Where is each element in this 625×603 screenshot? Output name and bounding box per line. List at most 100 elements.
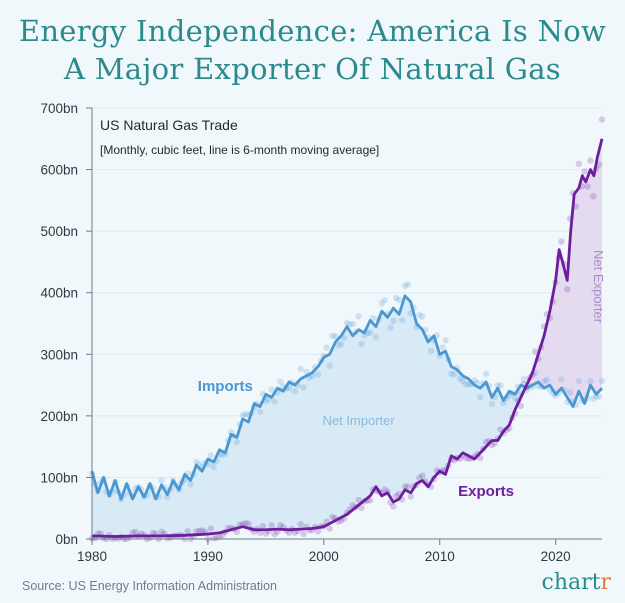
import-scatter-point bbox=[239, 412, 246, 419]
import-scatter-point bbox=[207, 451, 215, 459]
export-scatter-point bbox=[210, 535, 217, 542]
export-scatter-point bbox=[233, 528, 241, 536]
import-scatter-point bbox=[494, 382, 501, 389]
export-scatter-point bbox=[532, 348, 539, 355]
export-scatter-point bbox=[517, 402, 525, 410]
export-scatter-point bbox=[416, 474, 423, 481]
import-scatter-point bbox=[297, 365, 304, 372]
export-scatter-point bbox=[558, 238, 565, 245]
export-scatter-point bbox=[184, 528, 191, 535]
export-scatter-point bbox=[300, 530, 307, 538]
import-scatter-point bbox=[332, 332, 339, 340]
export-scatter-point bbox=[259, 522, 267, 530]
import-scatter-point bbox=[593, 393, 600, 400]
import-scatter-point bbox=[401, 282, 409, 290]
net-importer-label: Net Importer bbox=[322, 413, 395, 428]
exports-label: Exports bbox=[458, 483, 514, 500]
import-scatter-point bbox=[427, 347, 435, 355]
x-tick-label: 2010 bbox=[425, 549, 455, 564]
export-scatter-point bbox=[213, 534, 220, 542]
export-scatter-point bbox=[245, 520, 252, 527]
imports-line bbox=[90, 294, 604, 501]
import-scatter-point bbox=[291, 388, 299, 395]
import-scatter-point bbox=[346, 321, 354, 328]
export-scatter-point bbox=[575, 160, 583, 168]
import-scatter-point bbox=[338, 340, 345, 348]
export-scatter-point bbox=[329, 513, 336, 521]
chart-title: Energy Independence: America Is Now A Ma… bbox=[0, 12, 625, 88]
import-scatter-point bbox=[387, 324, 394, 331]
export-scatter-point bbox=[598, 116, 606, 123]
imports-label: Imports bbox=[198, 378, 253, 395]
y-tick-label: 0bn bbox=[55, 532, 78, 547]
import-scatter-point bbox=[497, 382, 504, 389]
import-scatter-point bbox=[372, 333, 380, 341]
x-tick-label: 1980 bbox=[77, 549, 107, 564]
import-scatter-point bbox=[595, 393, 603, 400]
export-scatter-point bbox=[401, 483, 409, 490]
import-scatter-point bbox=[566, 389, 574, 396]
export-scatter-point bbox=[277, 521, 284, 529]
export-scatter-point bbox=[358, 504, 365, 512]
net-importer-area bbox=[92, 295, 525, 537]
import-scatter-point bbox=[462, 381, 470, 388]
import-scatter-point bbox=[343, 319, 351, 326]
import-scatter-point bbox=[193, 458, 200, 466]
x-tick-label: 2020 bbox=[541, 549, 571, 564]
import-scatter-point bbox=[393, 294, 400, 302]
import-scatter-point bbox=[268, 386, 275, 393]
export-scatter-point bbox=[193, 528, 200, 535]
import-scatter-point bbox=[164, 493, 171, 501]
import-scatter-point bbox=[451, 370, 458, 378]
import-scatter-point bbox=[482, 370, 490, 377]
title-line-2: A Major Exporter Of Natural Gas bbox=[64, 52, 561, 86]
import-scatter-point bbox=[448, 370, 455, 377]
import-scatter-point bbox=[271, 398, 278, 405]
import-scatter-point bbox=[598, 377, 606, 385]
export-scatter-point bbox=[297, 520, 304, 528]
export-scatter-point bbox=[285, 529, 293, 536]
import-scatter-point bbox=[511, 394, 519, 402]
import-scatter-point bbox=[590, 395, 597, 402]
net-exporter-area bbox=[525, 138, 602, 407]
import-scatter-point bbox=[242, 410, 249, 418]
import-scatter-point bbox=[326, 362, 333, 369]
x-tick-label: 2000 bbox=[309, 549, 339, 564]
export-scatter-point bbox=[129, 529, 136, 536]
import-scatter-point bbox=[488, 400, 496, 408]
export-scatter-point bbox=[404, 483, 412, 490]
import-scatter-point bbox=[256, 408, 264, 415]
export-scatter-point bbox=[314, 528, 322, 535]
import-scatter-point bbox=[361, 332, 368, 339]
y-tick-label: 300bn bbox=[40, 347, 78, 362]
import-scatter-point bbox=[314, 371, 322, 378]
import-scatter-point bbox=[477, 393, 484, 401]
export-scatter-point bbox=[262, 530, 270, 537]
import-scatter-point bbox=[366, 329, 374, 336]
export-scatter-point bbox=[291, 529, 299, 536]
exports-line bbox=[91, 138, 604, 538]
import-scatter-point bbox=[404, 281, 412, 288]
import-scatter-point bbox=[390, 317, 397, 325]
import-scatter-point bbox=[349, 320, 356, 328]
export-scatter-point bbox=[242, 519, 249, 527]
import-scatter-point bbox=[378, 300, 385, 307]
net-exporter-label: Net Exporter bbox=[591, 250, 606, 324]
source-note: Source: US Energy Information Administra… bbox=[22, 579, 277, 593]
y-tick-label: 100bn bbox=[40, 470, 78, 485]
import-scatter-point bbox=[575, 377, 583, 385]
export-scatter-point bbox=[390, 503, 397, 510]
import-scatter-point bbox=[158, 477, 165, 484]
brand-logo: chartr bbox=[541, 570, 612, 595]
import-scatter-point bbox=[540, 378, 548, 385]
export-scatter-point bbox=[581, 168, 588, 175]
y-tick-label: 500bn bbox=[40, 224, 78, 239]
export-scatter-point bbox=[381, 486, 388, 493]
import-scatter-point bbox=[335, 342, 342, 349]
export-scatter-point bbox=[407, 493, 414, 500]
import-scatter-point bbox=[520, 376, 527, 383]
export-scatter-point bbox=[564, 285, 571, 293]
import-scatter-point bbox=[398, 317, 406, 324]
import-scatter-point bbox=[459, 377, 467, 385]
